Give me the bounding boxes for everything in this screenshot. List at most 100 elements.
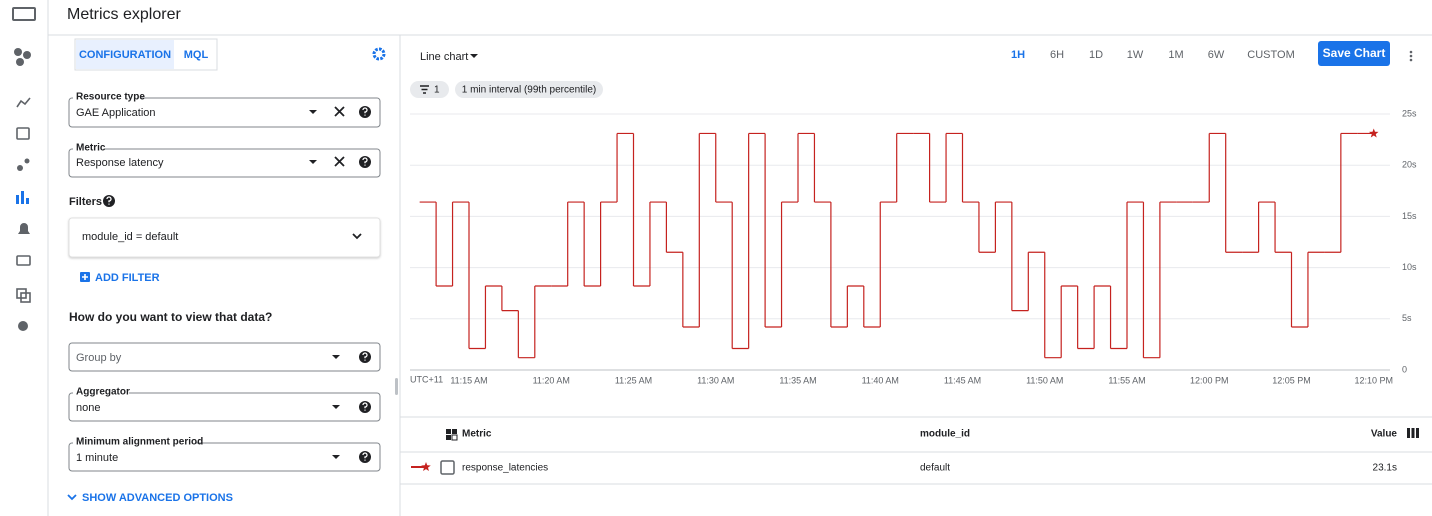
x-tick-label: 12:10 PM <box>1354 375 1393 385</box>
nav-icon[interactable] <box>16 255 31 266</box>
nav-rail <box>12 7 36 331</box>
dropdown-arrow[interactable] <box>309 110 317 114</box>
field-box[interactable] <box>68 392 381 422</box>
x-tick-label: 12:00 PM <box>1190 375 1229 385</box>
advanced-options[interactable]: SHOW ADVANCED OPTIONS <box>82 492 233 504</box>
help-glyph <box>362 452 368 461</box>
save-label[interactable]: Save Chart <box>1323 46 1386 60</box>
x-tick-label: 11:50 AM <box>1026 375 1063 385</box>
x-tick-label: 11:40 AM <box>862 375 899 385</box>
dropdown-arrow[interactable] <box>332 355 340 359</box>
range-button[interactable]: 1D <box>1089 49 1103 61</box>
field-label: Metric <box>76 143 106 154</box>
x-tick-label: 11:25 AM <box>615 375 652 385</box>
group-by-field[interactable]: Group by <box>68 342 381 372</box>
dropdown-arrow[interactable] <box>332 455 340 459</box>
nav-icon-active[interactable] <box>16 195 19 204</box>
field-placeholder: Group by <box>76 352 122 364</box>
y-tick-label: 5s <box>1402 313 1412 323</box>
alignment-field[interactable]: Minimum alignment period 1 minute <box>68 437 381 472</box>
field-label: Resource type <box>76 92 145 103</box>
range-button[interactable]: 1W <box>1127 49 1144 61</box>
help-glyph <box>362 402 368 411</box>
y-tick-label: 0 <box>1402 364 1407 374</box>
field-box[interactable] <box>68 442 381 472</box>
range-button[interactable]: 6H <box>1050 49 1064 61</box>
field-label: Aggregator <box>76 387 130 398</box>
field-value: none <box>76 402 100 414</box>
x-tick-label: 11:20 AM <box>533 375 570 385</box>
filter-item: module_id = default <box>82 231 178 243</box>
x-tick-label: 11:35 AM <box>779 375 816 385</box>
settings-icon[interactable] <box>372 47 386 61</box>
help-glyph <box>362 352 368 361</box>
field-value: GAE Application <box>76 107 156 119</box>
save-button[interactable] <box>1318 41 1390 66</box>
x-tick-label: 11:15 AM <box>450 375 487 385</box>
table-header: module_id <box>920 429 970 440</box>
clear-icon[interactable] <box>334 106 345 117</box>
nav-icon[interactable] <box>17 165 23 171</box>
expand-icon[interactable] <box>352 233 362 240</box>
field-label: Minimum alignment period <box>76 437 203 448</box>
range-button[interactable]: 6W <box>1208 49 1225 61</box>
logo[interactable] <box>12 7 36 21</box>
metric-field[interactable]: Metric Response latency <box>68 143 381 178</box>
range-buttons: 1H 6H 1D 1W 1M 6W CUSTOM <box>1011 49 1295 61</box>
field-icons <box>103 106 371 463</box>
filter-count: 1 <box>434 85 440 96</box>
range-button[interactable]: 1M <box>1168 49 1183 61</box>
more-menu[interactable] <box>1409 50 1413 62</box>
table-header[interactable]: Value <box>1371 429 1398 440</box>
tab[interactable]: CONFIGURATION <box>79 49 171 61</box>
nav-icon[interactable] <box>16 97 31 108</box>
resource-type-field[interactable]: Resource type GAE Application <box>68 92 381 128</box>
row-checkbox[interactable] <box>440 460 455 475</box>
x-tick-label: 11:30 AM <box>697 375 734 385</box>
y-tick-label: 20s <box>1402 160 1417 170</box>
range-button[interactable]: CUSTOM <box>1247 49 1294 61</box>
help-glyph <box>362 107 368 116</box>
tab-active[interactable] <box>76 40 174 69</box>
clear-icon[interactable] <box>334 156 345 167</box>
add-icon-plus <box>82 274 88 280</box>
help-glyph <box>362 157 368 166</box>
nav-icon[interactable] <box>16 127 30 140</box>
interval-label: 1 min interval (99th percentile) <box>462 85 597 96</box>
label-bg <box>73 92 141 102</box>
y-tick-label: 15s <box>1402 211 1417 221</box>
nav-icon[interactable] <box>14 48 22 56</box>
filter-chip[interactable] <box>410 81 449 98</box>
field-value: Response latency <box>76 157 164 169</box>
x-tick-label: 12:05 PM <box>1272 375 1311 385</box>
aggregator-field[interactable]: Aggregator none <box>68 387 381 422</box>
help-glyph <box>106 196 112 205</box>
metric-col-icon <box>446 429 458 441</box>
tab[interactable]: MQL <box>184 49 209 61</box>
columns-icon[interactable] <box>1407 428 1419 438</box>
interval-chip[interactable] <box>455 81 603 98</box>
series-name: response_latencies <box>462 463 548 474</box>
filter-card[interactable] <box>68 217 381 258</box>
dropdown-arrow[interactable] <box>470 54 478 58</box>
table-header: Metric <box>462 429 492 440</box>
field-box[interactable] <box>68 97 381 128</box>
chart-type[interactable]: Line chart <box>420 51 468 63</box>
chart: 0 5s 10s 15s 20s 25s 11:15 AM 11:20 AM 11:25 AM 1… <box>410 108 1417 385</box>
label-bg <box>73 143 105 153</box>
field-box[interactable] <box>68 148 381 178</box>
last-point-marker <box>1368 128 1379 138</box>
timezone: UTC+11 <box>410 374 443 384</box>
field-box[interactable] <box>68 342 381 372</box>
range-button[interactable]: 1H <box>1011 49 1025 61</box>
nav-icon[interactable] <box>18 321 28 331</box>
dropdown-arrow[interactable] <box>332 405 340 409</box>
add-filter[interactable]: ADD FILTER <box>95 272 160 284</box>
nav-icon[interactable] <box>18 223 30 234</box>
tab-group <box>74 38 218 71</box>
scrollbar[interactable] <box>395 378 398 395</box>
expand-icon[interactable] <box>67 494 77 501</box>
dropdown-arrow[interactable] <box>309 160 317 164</box>
section-heading: How do you want to view that data? <box>69 310 272 324</box>
